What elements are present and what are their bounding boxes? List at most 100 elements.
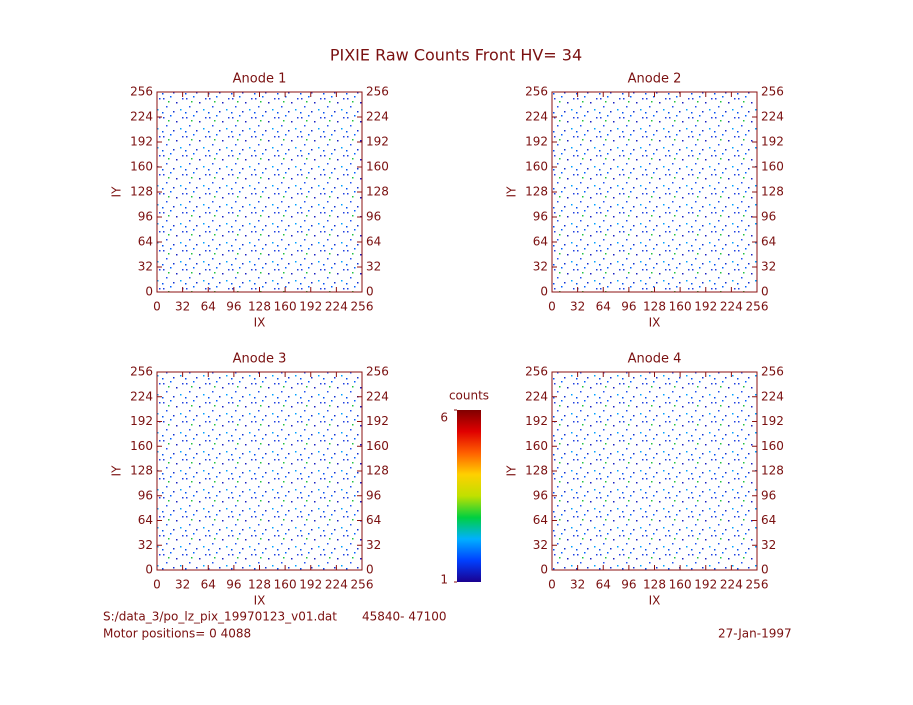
x-tick-label: 64 (201, 578, 216, 592)
x-tick-label: 256 (746, 300, 769, 314)
y-tick-label: 0 (540, 563, 548, 577)
y-tick-label-right: 128 (366, 464, 389, 478)
colorbar-tick-label: 6 (440, 411, 448, 425)
y-tick-label: 192 (130, 414, 153, 428)
x-tick-label: 224 (325, 578, 348, 592)
y-tick-label: 128 (130, 185, 153, 199)
y-tick-label: 224 (130, 389, 153, 403)
y-tick-label-right: 64 (366, 513, 381, 527)
y-tick-label-right: 128 (761, 185, 784, 199)
y-tick-label-right: 128 (366, 185, 389, 199)
y-tick-label-right: 0 (761, 285, 769, 299)
x-tick-label: 160 (669, 578, 692, 592)
y-tick-label: 128 (525, 464, 548, 478)
y-tick-label: 96 (533, 210, 548, 224)
pixel-texture (552, 92, 757, 292)
y-tick-label-right: 0 (761, 563, 769, 577)
y-tick-label-right: 0 (366, 563, 374, 577)
y-tick-label: 160 (525, 439, 548, 453)
x-tick-label: 128 (248, 578, 271, 592)
y-tick-label-right: 224 (366, 389, 389, 403)
x-tick-label: 96 (621, 578, 636, 592)
y-tick-label-right: 256 (366, 365, 389, 379)
x-tick-label: 192 (299, 578, 322, 592)
x-tick-label: 224 (325, 300, 348, 314)
y-tick-label: 128 (525, 185, 548, 199)
x-tick-label: 0 (548, 578, 556, 592)
y-tick-label-right: 192 (761, 414, 784, 428)
file-name: S:/data_3/po_lz_pix_19970123_v01.dat (103, 610, 337, 624)
y-tick-label: 32 (533, 538, 548, 552)
x-tick-label: 32 (570, 578, 585, 592)
panel-title: Anode 2 (628, 72, 682, 87)
y-tick-label: 64 (533, 513, 548, 527)
x-tick-label: 256 (351, 300, 374, 314)
y-tick-label-right: 0 (366, 285, 374, 299)
x-tick-label: 128 (643, 300, 666, 314)
motor-positions: Motor positions= 0 4088 (103, 627, 251, 641)
x-tick-label: 0 (153, 300, 161, 314)
y-tick-label: 224 (525, 389, 548, 403)
y-tick-label-right: 96 (366, 488, 381, 502)
pixel-texture (552, 372, 757, 570)
x-tick-label: 0 (153, 578, 161, 592)
y-tick-label-right: 224 (761, 389, 784, 403)
y-tick-label-right: 64 (366, 235, 381, 249)
x-tick-label: 96 (226, 578, 241, 592)
x-tick-label: 224 (720, 578, 743, 592)
y-tick-label: 0 (145, 285, 153, 299)
x-tick-label: 96 (621, 300, 636, 314)
y-tick-label: 64 (138, 513, 153, 527)
y-tick-label-right: 32 (761, 538, 776, 552)
panel-title: Anode 4 (628, 352, 682, 367)
x-tick-label: 160 (274, 300, 297, 314)
x-tick-label: 128 (643, 578, 666, 592)
x-tick-label: 256 (351, 578, 374, 592)
pixel-texture (157, 92, 362, 292)
y-tick-label: 256 (130, 85, 153, 99)
y-tick-label-right: 224 (761, 110, 784, 124)
x-tick-label: 128 (248, 300, 271, 314)
x-tick-label: 160 (274, 578, 297, 592)
y-axis-label: IY (110, 186, 124, 198)
y-tick-label-right: 64 (761, 235, 776, 249)
y-tick-label: 128 (130, 464, 153, 478)
y-tick-label: 160 (525, 160, 548, 174)
y-tick-label-right: 256 (761, 85, 784, 99)
x-tick-label: 192 (694, 300, 717, 314)
panel-title: Anode 1 (233, 72, 287, 87)
y-tick-label-right: 64 (761, 513, 776, 527)
y-tick-label-right: 160 (366, 439, 389, 453)
colorbar-tick-label: 1 (440, 573, 448, 587)
y-axis-label: IY (110, 465, 124, 477)
pixel-texture (157, 372, 362, 570)
x-tick-label: 224 (720, 300, 743, 314)
y-tick-label: 256 (525, 85, 548, 99)
y-tick-label: 192 (525, 135, 548, 149)
y-tick-label-right: 192 (366, 414, 389, 428)
y-tick-label-right: 32 (366, 260, 381, 274)
y-tick-label-right: 96 (761, 488, 776, 502)
x-tick-label: 160 (669, 300, 692, 314)
y-tick-label-right: 96 (761, 210, 776, 224)
y-tick-label: 96 (138, 488, 153, 502)
x-tick-label: 256 (746, 578, 769, 592)
y-axis-label: IY (505, 186, 519, 198)
y-tick-label: 64 (138, 235, 153, 249)
x-axis-label: IX (649, 316, 661, 330)
x-tick-label: 32 (175, 300, 190, 314)
y-axis-label: IY (505, 465, 519, 477)
y-tick-label: 96 (533, 488, 548, 502)
x-tick-label: 32 (570, 300, 585, 314)
y-tick-label: 256 (130, 365, 153, 379)
x-axis-label: IX (254, 316, 266, 330)
date: 27-Jan-1997 (718, 627, 792, 641)
y-tick-label: 224 (525, 110, 548, 124)
y-tick-label-right: 32 (761, 260, 776, 274)
record-range: 45840- 47100 (362, 610, 447, 624)
y-tick-label: 224 (130, 110, 153, 124)
y-tick-label: 32 (533, 260, 548, 274)
y-tick-label-right: 160 (761, 160, 784, 174)
y-tick-label: 0 (145, 563, 153, 577)
y-tick-label: 192 (525, 414, 548, 428)
